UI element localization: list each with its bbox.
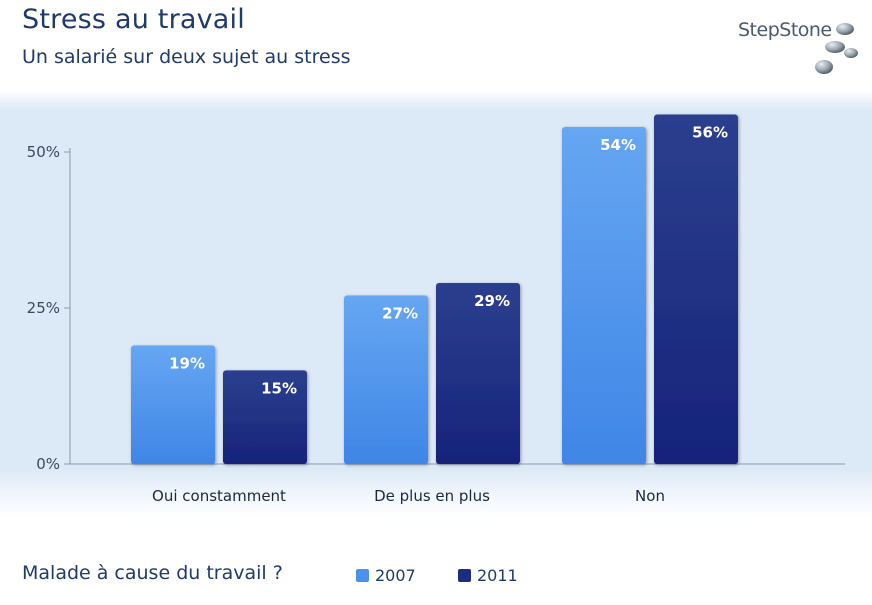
x-category-label: Oui constamment [152, 487, 286, 505]
bar-2011-1 [436, 283, 520, 464]
chart-subtitle: Un salarié sur deux sujet au stress [22, 46, 351, 68]
y-tick-label: 25% [27, 299, 60, 317]
bar-value-label: 56% [692, 124, 728, 142]
legend-question: Malade à cause du travail ? [22, 562, 283, 584]
bar-value-label: 29% [474, 292, 510, 310]
y-tick-label: 0% [36, 455, 60, 473]
bar-2011-2 [654, 114, 738, 464]
legend-swatch-2007 [356, 569, 369, 582]
legend-item-2011: 2011 [458, 566, 518, 585]
stepstone-logo: StepStone [724, 0, 872, 92]
x-category-label: Non [635, 487, 665, 505]
bar-2007-0 [131, 345, 215, 464]
bar-2011-0 [223, 370, 307, 464]
bar-chart: 0% 25% 50% 19% 15% Oui constamment 27% 29% De pl… [27, 114, 845, 505]
legend-item-2007: 2007 [356, 566, 416, 585]
legend-label-2007: 2007 [375, 566, 416, 585]
bar-value-label: 54% [600, 136, 636, 154]
chart-title: Stress au travail [22, 4, 245, 35]
x-category-label: De plus en plus [374, 487, 490, 505]
bar-value-label: 27% [382, 305, 418, 323]
logo-text: StepStone [738, 19, 832, 41]
bar-2007-1 [344, 295, 428, 464]
stones-icon [815, 23, 858, 74]
bar-value-label: 19% [169, 354, 205, 372]
legend-label-2011: 2011 [477, 566, 518, 585]
y-tick-label: 50% [27, 143, 60, 161]
bar-value-label: 15% [261, 379, 297, 397]
bar-2007-2 [562, 127, 646, 464]
legend-swatch-2011 [458, 569, 471, 582]
